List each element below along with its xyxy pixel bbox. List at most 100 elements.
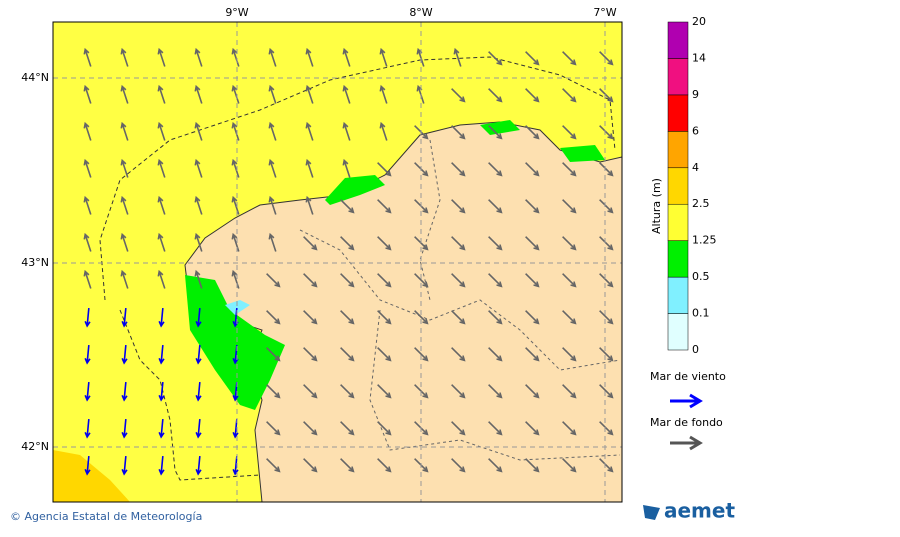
arrow xyxy=(158,455,165,476)
colorbar-tick-label: 14 xyxy=(692,51,706,64)
arrow xyxy=(303,347,318,362)
arrow xyxy=(120,269,129,289)
arrow xyxy=(340,310,355,325)
arrow xyxy=(377,421,392,436)
lat-label: 44°N xyxy=(21,71,49,84)
arrow xyxy=(268,84,277,104)
arrow xyxy=(268,195,277,215)
arrow xyxy=(599,88,614,103)
arrow xyxy=(377,347,392,362)
arrow xyxy=(488,199,503,214)
arrow xyxy=(599,236,614,251)
colorbar-title: Altura (m) xyxy=(650,178,663,234)
colorbar-tick-label: 6 xyxy=(692,124,699,137)
arrow xyxy=(451,458,466,473)
arrow xyxy=(562,125,577,140)
colorbar-tick-label: 2.5 xyxy=(692,197,710,210)
arrow xyxy=(268,158,277,178)
province-border xyxy=(299,139,621,461)
arrow xyxy=(377,384,392,399)
legend-arrow xyxy=(670,435,703,451)
arrow xyxy=(488,88,503,103)
arrow xyxy=(377,162,392,177)
arrow xyxy=(340,236,355,251)
arrow xyxy=(525,310,540,325)
arrow xyxy=(525,88,540,103)
arrow xyxy=(562,88,577,103)
arrow xyxy=(84,455,91,476)
arrow xyxy=(268,121,277,141)
arrow xyxy=(562,310,577,325)
arrow xyxy=(121,418,128,439)
lon-label: 9°W xyxy=(225,6,248,19)
colorbar-segment xyxy=(667,203,689,241)
arrow xyxy=(157,121,166,141)
arrow xyxy=(525,421,540,436)
arrow xyxy=(84,381,91,402)
arrow xyxy=(158,418,165,439)
arrow xyxy=(377,199,392,214)
arrow xyxy=(414,273,429,288)
arrow xyxy=(305,121,314,141)
legend-label: Mar de fondo xyxy=(650,416,723,429)
arrow xyxy=(562,236,577,251)
arrow xyxy=(451,199,466,214)
colorbar-tick-label: 0.1 xyxy=(692,307,710,320)
arrow xyxy=(599,51,614,66)
shallow-zone xyxy=(480,120,605,162)
arrow xyxy=(83,121,92,141)
arrow xyxy=(266,421,281,436)
arrow xyxy=(599,384,614,399)
arrow xyxy=(194,158,203,178)
arrow xyxy=(377,236,392,251)
arrow xyxy=(194,47,203,67)
arrow xyxy=(342,158,351,178)
arrow xyxy=(83,158,92,178)
arrow xyxy=(157,195,166,215)
legend-arrow xyxy=(670,393,703,409)
colorbar-segment xyxy=(667,94,689,132)
arrow xyxy=(599,273,614,288)
arrow xyxy=(451,347,466,362)
arrow xyxy=(84,418,91,439)
arrow xyxy=(451,421,466,436)
arrow xyxy=(157,84,166,104)
arrow xyxy=(120,84,129,104)
lat-label: 42°N xyxy=(21,440,49,453)
arrow xyxy=(158,344,165,365)
arrow xyxy=(266,273,281,288)
arrow xyxy=(120,47,129,67)
arrow xyxy=(377,458,392,473)
colorbar-segment xyxy=(667,131,689,169)
arrow xyxy=(84,344,91,365)
arrow xyxy=(157,232,166,252)
arrow xyxy=(83,232,92,252)
arrow xyxy=(562,384,577,399)
colorbar-tick-label: 0 xyxy=(692,343,699,356)
logo: aemet xyxy=(664,499,735,523)
graticule xyxy=(53,22,622,502)
arrow xyxy=(231,195,240,215)
arrow xyxy=(414,347,429,362)
arrow xyxy=(83,269,92,289)
arrow xyxy=(599,125,614,140)
arrow xyxy=(340,347,355,362)
arrow xyxy=(379,121,388,141)
arrow xyxy=(195,381,202,402)
lat-label: 43°N xyxy=(21,256,49,269)
colorbar-segment xyxy=(667,167,689,205)
arrow xyxy=(340,421,355,436)
arrow xyxy=(414,310,429,325)
shallow-zone xyxy=(225,300,250,315)
arrow xyxy=(488,125,503,140)
arrow xyxy=(525,458,540,473)
arrow xyxy=(451,125,466,140)
arrow xyxy=(195,344,202,365)
arrow xyxy=(157,47,166,67)
arrow xyxy=(342,121,351,141)
arrow xyxy=(488,51,503,66)
arrow xyxy=(303,273,318,288)
arrow xyxy=(303,310,318,325)
colorbar-tick-label: 20 xyxy=(692,15,706,28)
